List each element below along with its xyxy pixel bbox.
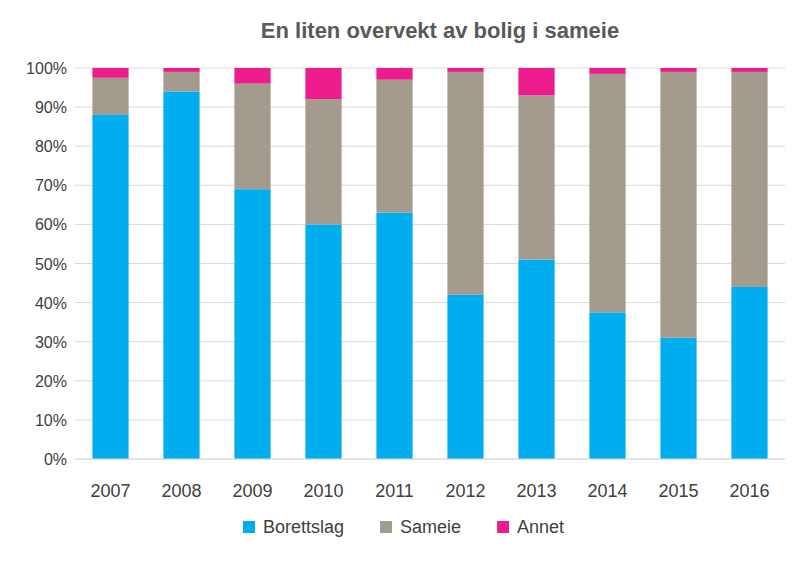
legend-swatch [497,521,509,533]
grid-line [75,459,785,460]
bar-segment [660,72,696,338]
bar-segment [518,95,554,259]
bar-segment [518,68,554,95]
bar-segment [589,312,625,459]
x-tick-label: 2008 [161,481,201,501]
bar-segment [660,68,696,72]
bar-segment [163,72,199,92]
legend-swatch [243,521,255,533]
bar-segment [447,72,483,295]
legend: Borettslag Sameie Annet [243,517,564,537]
bar-segment [660,338,696,459]
x-tick-label: 2016 [729,481,769,501]
bar-segment [376,213,412,459]
x-tick-label: 2009 [232,481,272,501]
bar-segment [305,99,341,224]
bar-segment [305,224,341,459]
title: En liten overvekt av bolig i sameie [261,18,619,43]
x-tick-label: 2015 [658,481,698,501]
bar-segment [305,68,341,99]
bar-segment [234,189,270,459]
y-tick-label: 10% [35,412,67,429]
bar-segment [92,68,128,78]
bars [92,68,767,459]
bar-segment [731,287,767,459]
legend-label: Borettslag [263,517,344,537]
legend-label: Annet [517,517,564,537]
bar-segment [234,84,270,190]
bar-segment [163,68,199,72]
bar-segment [731,72,767,287]
bar-segment [589,68,625,74]
x-tick-label: 2012 [445,481,485,501]
x-tick-label: 2011 [375,481,414,501]
legend-label: Sameie [400,517,461,537]
bar-segment [234,68,270,84]
bar-segment [163,91,199,459]
bar-segment [589,74,625,313]
bar-segment [92,115,128,459]
y-tick-label: 50% [35,256,67,273]
y-tick-label: 20% [35,373,67,390]
y-tick-label: 90% [35,99,67,116]
x-axis [75,459,785,460]
x-tick-label: 2010 [303,481,343,501]
bar-segment [447,295,483,459]
y-tick-label: 70% [35,177,67,194]
bar-segment [447,68,483,72]
x-tick-label: 2007 [90,481,130,501]
y-tick-label: 60% [35,216,67,233]
y-tick-label: 100% [26,60,67,77]
y-tick-label: 40% [35,295,67,312]
legend-swatch [380,521,392,533]
bar-segment [376,68,412,80]
x-tick-label: 2013 [516,481,556,501]
bar-segment [731,68,767,72]
y-tick-label: 0% [44,451,67,468]
bar-segment [518,260,554,459]
bar-segment [92,78,128,115]
x-tick-label: 2014 [587,481,627,501]
bar-segment [376,80,412,213]
chart: En liten overvekt av bolig i sameie 0% 10%… [0,0,801,563]
y-tick-label: 80% [35,138,67,155]
y-tick-label: 30% [35,334,67,351]
